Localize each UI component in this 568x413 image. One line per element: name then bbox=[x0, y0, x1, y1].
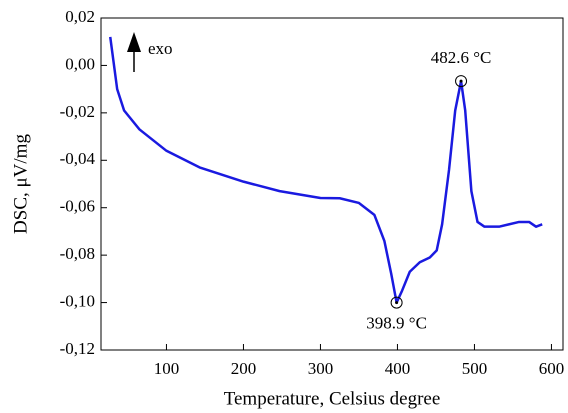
plot-frame bbox=[100, 17, 564, 351]
y-axis-title: DSC, μV/mg bbox=[10, 134, 31, 234]
y-tick-label: -0,12 bbox=[60, 339, 95, 358]
x-tick-label: 500 bbox=[462, 359, 488, 378]
y-tick-label: 0,02 bbox=[65, 7, 95, 26]
x-tick-label: 100 bbox=[154, 359, 180, 378]
x-tick-label: 400 bbox=[385, 359, 411, 378]
peak-marker bbox=[390, 296, 403, 309]
peak-marker bbox=[455, 75, 468, 88]
y-tick-label: -0,08 bbox=[60, 244, 95, 263]
peak-label: 398.9 °C bbox=[366, 313, 427, 332]
x-tick-label: 200 bbox=[231, 359, 257, 378]
y-tick-label: 0,00 bbox=[65, 54, 95, 73]
y-tick-label: -0,06 bbox=[60, 197, 95, 216]
peak-dot bbox=[395, 301, 399, 305]
x-axis-title: Temperature, Celsius degree bbox=[224, 388, 441, 409]
peak-dot bbox=[459, 79, 463, 83]
exo-label: exo bbox=[148, 39, 173, 58]
y-tick-label: -0,10 bbox=[60, 291, 95, 310]
x-tick-label: 300 bbox=[308, 359, 334, 378]
data-line bbox=[109, 36, 543, 304]
x-tick-label: 600 bbox=[539, 359, 565, 378]
y-tick-label: -0,04 bbox=[60, 149, 96, 168]
peak-label: 482.6 °C bbox=[431, 48, 492, 67]
y-tick-label: -0,02 bbox=[60, 102, 95, 121]
exo-arrow-head bbox=[127, 32, 141, 52]
